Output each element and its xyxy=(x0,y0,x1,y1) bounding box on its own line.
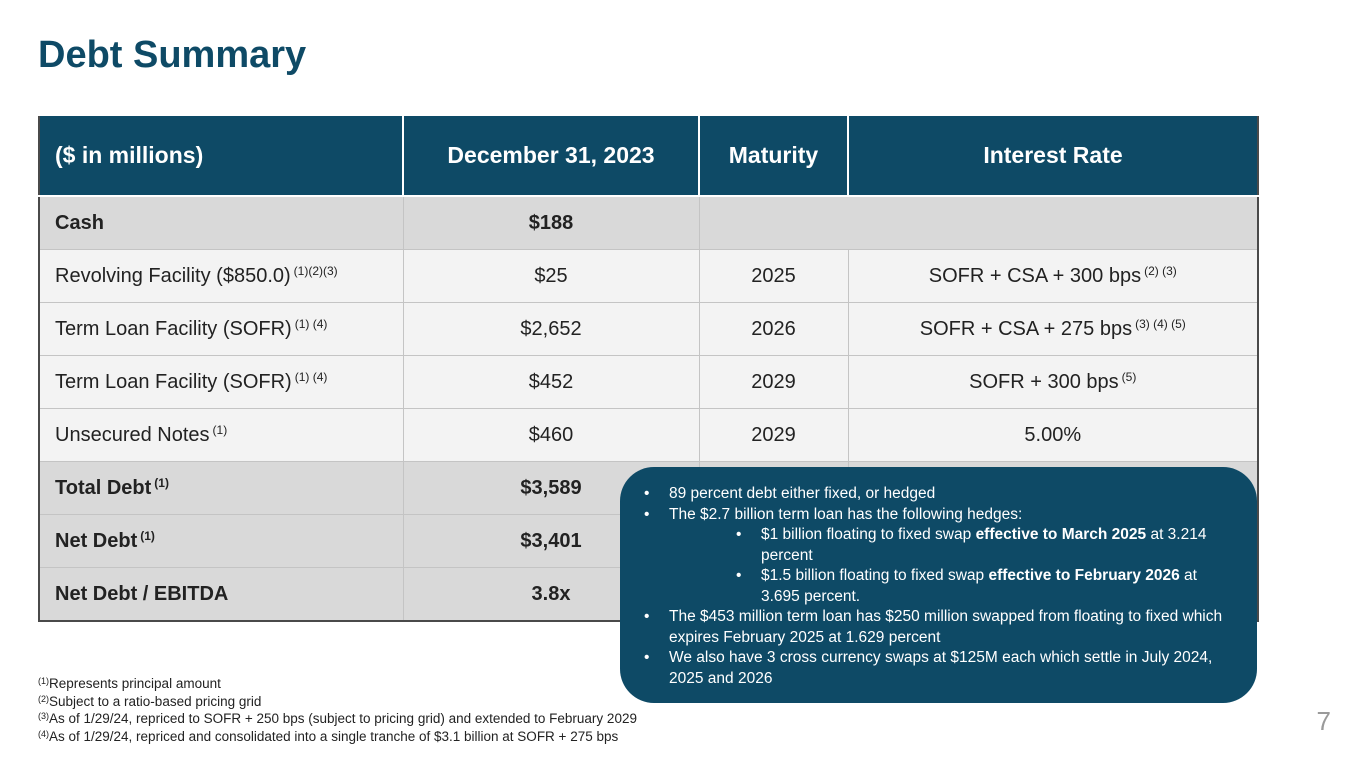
footnote-text: Represents principal amount xyxy=(49,676,221,691)
sub-bullet-text: at 3.214 percent xyxy=(761,526,1207,564)
footnote: (2)Subject to a ratio-based pricing grid xyxy=(38,693,637,711)
sub-bullet-emphasis: effective to February 2026 xyxy=(988,567,1180,584)
row-maturity: 2026 xyxy=(698,302,849,356)
sub-bullet-text: $1.5 billion floating to fixed swap xyxy=(761,567,989,584)
row-rate: SOFR + CSA + 275 bps (3) (4) (5) xyxy=(847,302,1259,356)
row-amount: $188 xyxy=(402,195,700,250)
callout-sub-bullet: $1 billion floating to fixed swap effect… xyxy=(644,525,1237,566)
row-amount: $25 xyxy=(402,249,700,303)
row-label-text: Cash xyxy=(55,211,104,234)
row-label: Net Debt / EBITDA xyxy=(38,567,404,622)
row-label-note: (1) xyxy=(154,475,169,490)
header-interest-rate: Interest Rate xyxy=(847,116,1259,197)
row-label-text: Unsecured Notes xyxy=(55,423,210,446)
row-blank xyxy=(698,195,1259,250)
footnote-text: Subject to a ratio-based pricing grid xyxy=(49,693,262,709)
header-category: ($ in millions) xyxy=(38,116,404,197)
row-label-text: Term Loan Facility (SOFR) xyxy=(55,370,292,393)
table-row-term-loan-2026: Term Loan Facility (SOFR) (1) (4) $2,652 … xyxy=(38,302,1259,356)
table-row-cash: Cash $188 xyxy=(38,195,1259,250)
row-label: Cash xyxy=(38,195,404,250)
callout-list: 89 percent debt either fixed, or hedged … xyxy=(644,484,1237,689)
row-label-note: (1) (4) xyxy=(294,369,328,384)
row-rate-text: 5.00% xyxy=(1024,423,1082,446)
callout-bullet: The $453 million term loan has $250 mill… xyxy=(644,607,1237,648)
table-header-row: ($ in millions) December 31, 2023 Maturi… xyxy=(38,116,1259,197)
callout-sub-bullet: $1.5 billion floating to fixed swap effe… xyxy=(644,566,1237,607)
row-rate-text: SOFR + CSA + 275 bps xyxy=(919,317,1133,340)
row-maturity: 2029 xyxy=(698,408,849,462)
hedging-callout: 89 percent debt either fixed, or hedged … xyxy=(620,467,1257,703)
table-row-revolving: Revolving Facility ($850.0) (1)(2)(3) $25… xyxy=(38,249,1259,303)
header-maturity: Maturity xyxy=(698,116,849,197)
row-label-text: Total Debt xyxy=(55,476,152,499)
sub-bullet-emphasis: effective to March 2025 xyxy=(975,526,1147,543)
row-rate-note: (2) (3) xyxy=(1144,263,1177,278)
footnote-text: As of 1/29/24, repriced and consolidated… xyxy=(49,728,619,744)
sub-bullet-text: at 3.695 percent. xyxy=(761,567,1197,605)
row-maturity: 2025 xyxy=(698,249,849,303)
header-december-2023: December 31, 2023 xyxy=(402,116,700,197)
footnote: (1)Represents principal amount xyxy=(38,675,637,693)
row-rate: SOFR + CSA + 300 bps (2) (3) xyxy=(847,249,1259,303)
footnote: (4)As of 1/29/24, repriced and consolida… xyxy=(38,728,637,746)
row-amount: $2,652 xyxy=(402,302,700,356)
callout-bullet: The $2.7 billion term loan has the follo… xyxy=(644,505,1237,526)
page-title: Debt Summary xyxy=(38,34,307,76)
row-label-note: (1)(2)(3) xyxy=(293,263,338,278)
footnote-number: (2) xyxy=(38,693,49,704)
footnote: (3)As of 1/29/24, repriced to SOFR + 250… xyxy=(38,710,637,728)
table-row-unsecured-notes: Unsecured Notes (1) $460 2029 5.00% xyxy=(38,408,1259,462)
sub-bullet-text: $1 billion floating to fixed swap xyxy=(761,526,976,543)
footnote-number: (3) xyxy=(38,711,49,721)
row-maturity: 2029 xyxy=(698,355,849,409)
row-rate-note: (5) xyxy=(1121,369,1137,384)
row-rate-text: SOFR + 300 bps xyxy=(969,370,1119,393)
row-label-text: Net Debt / EBITDA xyxy=(55,582,229,605)
footnote-text: As of 1/29/24, repriced to SOFR + 250 bp… xyxy=(49,711,637,726)
row-label: Term Loan Facility (SOFR) (1) (4) xyxy=(38,302,404,356)
row-label: Revolving Facility ($850.0) (1)(2)(3) xyxy=(38,249,404,303)
row-label: Total Debt (1) xyxy=(38,461,404,515)
callout-bullet: We also have 3 cross currency swaps at $… xyxy=(644,648,1237,689)
row-label-text: Revolving Facility ($850.0) xyxy=(55,264,291,287)
row-rate: 5.00% xyxy=(847,408,1259,462)
table-row-term-loan-2029: Term Loan Facility (SOFR) (1) (4) $452 20… xyxy=(38,355,1259,409)
row-label: Net Debt (1) xyxy=(38,514,404,568)
footnote-number: (4) xyxy=(38,728,49,739)
row-label-note: (1) (4) xyxy=(294,316,328,331)
row-amount: $452 xyxy=(402,355,700,409)
page-number: 7 xyxy=(1316,706,1331,736)
row-label-text: Term Loan Facility (SOFR) xyxy=(55,317,292,340)
row-label-note: (1) xyxy=(212,422,228,437)
row-amount: $460 xyxy=(402,408,700,462)
callout-bullet: 89 percent debt either fixed, or hedged xyxy=(644,484,1237,505)
row-label: Unsecured Notes (1) xyxy=(38,408,404,462)
row-label: Term Loan Facility (SOFR) (1) (4) xyxy=(38,355,404,409)
row-rate: SOFR + 300 bps (5) xyxy=(847,355,1259,409)
footnotes: (1)Represents principal amount (2)Subjec… xyxy=(38,675,637,745)
footnote-number: (1) xyxy=(38,676,49,686)
row-label-text: Net Debt xyxy=(55,529,138,552)
row-rate-text: SOFR + CSA + 300 bps xyxy=(928,264,1142,287)
row-label-note: (1) xyxy=(140,528,155,543)
row-rate-note: (3) (4) (5) xyxy=(1135,316,1186,331)
